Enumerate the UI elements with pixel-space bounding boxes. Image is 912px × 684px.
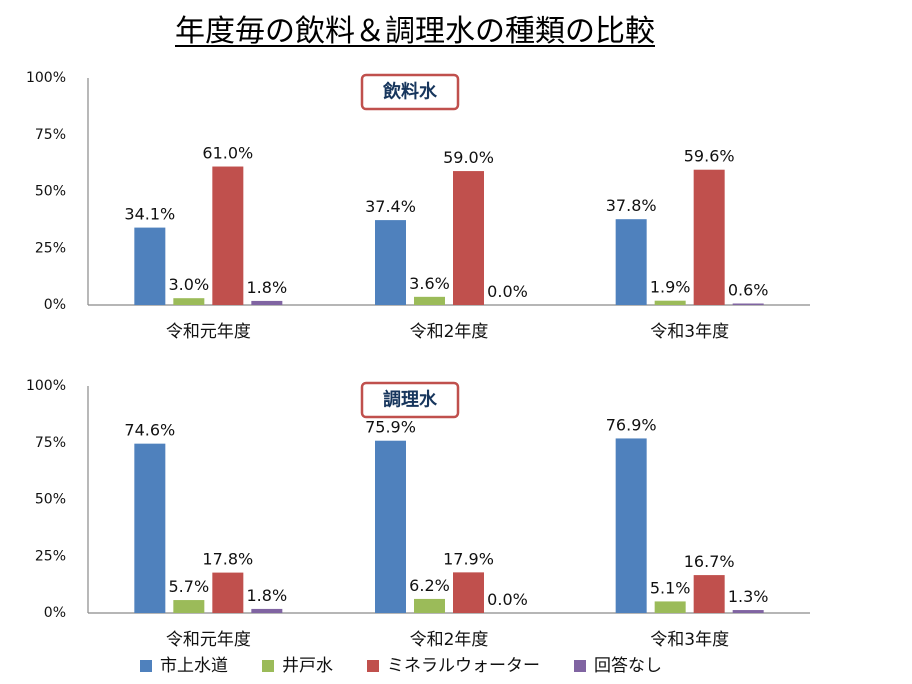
y-tick-label: 50% [35, 184, 66, 200]
y-tick-label: 100% [26, 378, 66, 394]
legend-item-no-answer: 回答なし [574, 655, 662, 677]
category-label: 令和3年度 [650, 322, 729, 342]
legend-label-mineral-water: ミネラルウォーター [387, 656, 540, 676]
legend-item-mineral-water: ミネラルウォーター [367, 655, 540, 677]
bar [251, 300, 283, 305]
bar [453, 171, 484, 305]
y-tick-label: 75% [35, 127, 66, 143]
legend-label-city-water: 市上水道 [160, 656, 228, 676]
data-label: 17.9% [443, 549, 494, 568]
data-label: 59.6% [684, 147, 735, 166]
data-label: 75.9% [365, 418, 416, 437]
category-label: 令和3年度 [650, 630, 729, 650]
bar [212, 572, 244, 613]
bar [693, 169, 725, 305]
legend-item-well-water: 井戸水 [262, 655, 333, 677]
data-label: 1.3% [728, 587, 769, 606]
bar [615, 438, 647, 613]
category-label: 令和元年度 [166, 630, 251, 650]
category-label: 令和2年度 [410, 322, 489, 342]
bar [693, 575, 725, 613]
bar [134, 443, 166, 613]
bar [615, 219, 647, 305]
legend: 市上水道 井戸水 ミネラルウォーター 回答なし [140, 655, 662, 677]
legend-swatch-city-water [140, 660, 152, 672]
chart-title: 年度毎の飲料＆調理水の種類の比較 [175, 14, 655, 49]
data-label: 0.0% [487, 590, 528, 609]
data-label: 1.9% [650, 278, 691, 297]
bar [173, 298, 205, 305]
chart-subtitle: 飲料水 [382, 81, 438, 103]
data-label: 16.7% [684, 552, 735, 571]
data-label: 61.0% [202, 144, 253, 163]
bar [134, 227, 166, 305]
bar [212, 166, 244, 305]
y-tick-label: 50% [35, 492, 66, 508]
chart-title-badge [360, 381, 460, 419]
bar [732, 303, 764, 305]
data-label: 17.8% [202, 550, 253, 569]
chart-title-badge [360, 73, 460, 111]
y-tick-label: 0% [44, 605, 66, 621]
bar [414, 598, 445, 613]
bar [654, 300, 686, 305]
y-tick-label: 75% [35, 435, 66, 451]
data-label: 1.8% [247, 586, 288, 605]
data-label: 59.0% [443, 148, 494, 167]
legend-label-well-water: 井戸水 [282, 656, 333, 676]
data-label: 0.6% [728, 281, 769, 300]
category-label: 令和2年度 [410, 630, 489, 650]
data-label: 74.6% [124, 421, 175, 440]
legend-swatch-well-water [262, 660, 274, 672]
legend-label-no-answer: 回答なし [594, 656, 662, 676]
bar [173, 600, 205, 613]
category-label: 令和元年度 [166, 322, 251, 342]
data-label: 5.1% [650, 578, 691, 597]
cooking-water-chart: 0% 25% 50% 75% 100% 調理水 74.6% 5.7% 17.8% 1.8% 令和元年… [26, 378, 810, 650]
bar [732, 610, 764, 613]
legend-swatch-mineral-water [367, 660, 379, 672]
bar [251, 608, 283, 613]
y-tick-label: 0% [44, 297, 66, 313]
legend-swatch-no-answer [574, 660, 586, 672]
drinking-water-chart: 0% 25% 50% 75% 100% 飲料水 34.1% 3.0% 61.0% 1.8% 令和元年… [26, 70, 810, 342]
bar [375, 220, 406, 305]
data-label: 34.1% [124, 205, 175, 224]
data-label: 5.7% [169, 577, 210, 596]
data-label: 6.2% [409, 576, 450, 595]
data-label: 1.8% [247, 278, 288, 297]
data-label: 0.0% [487, 282, 528, 301]
bar [654, 601, 686, 613]
bar [453, 572, 484, 613]
bar [414, 296, 445, 305]
chart-subtitle: 調理水 [383, 389, 438, 411]
y-tick-label: 100% [26, 70, 66, 86]
data-label: 3.0% [169, 275, 210, 294]
y-tick-label: 25% [35, 240, 66, 256]
data-label: 37.8% [606, 196, 657, 215]
legend-item-city-water: 市上水道 [140, 655, 228, 677]
y-tick-label: 25% [35, 548, 66, 564]
data-label: 76.9% [606, 415, 657, 434]
bar [375, 440, 406, 613]
data-label: 3.6% [409, 274, 450, 293]
data-label: 37.4% [365, 197, 416, 216]
